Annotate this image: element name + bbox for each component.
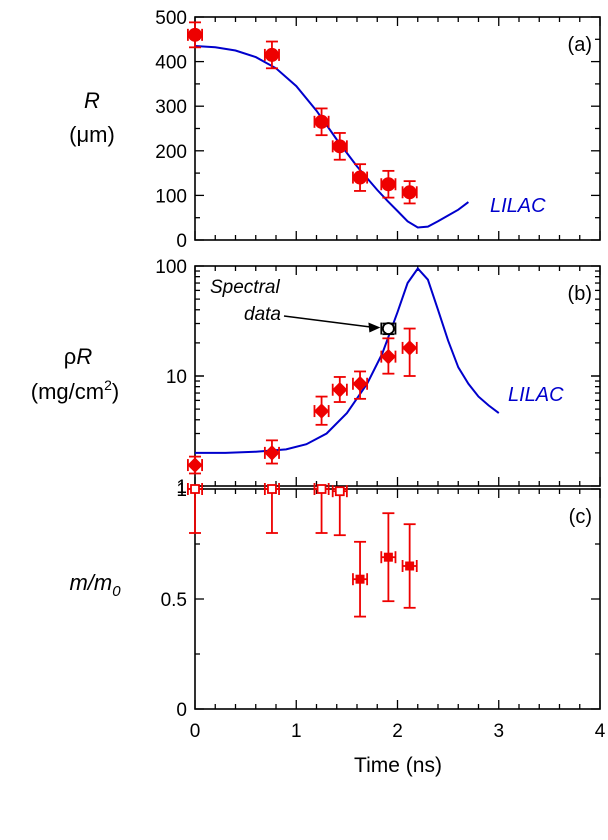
y-tick-label-a: 500 <box>155 8 187 29</box>
panel-b: 1 10 100 (b) LILAC ρR (mg/cm2) Spectral data <box>31 257 601 498</box>
panel-label-a: (a) <box>568 34 592 56</box>
data-point-open-square <box>267 484 277 494</box>
y-axis-label-c-sub: 0 <box>112 583 121 600</box>
y-tick-label-c: 1 <box>176 480 187 501</box>
x-tick-label: 1 <box>291 721 302 742</box>
y-axis-label-b-units-sup: 2 <box>104 377 112 393</box>
x-tick-label: 2 <box>392 721 403 742</box>
y-tick-label-b: 100 <box>155 257 187 278</box>
data-point-circle <box>402 185 417 200</box>
x-tick-label: 4 <box>595 721 606 742</box>
y-axis-label-a-units: (μm) <box>69 122 115 147</box>
series-line-lilac <box>194 45 470 229</box>
y-axis-label-a: R <box>84 88 100 113</box>
data-point-circle <box>314 114 329 129</box>
annotation-arrowhead <box>368 322 381 333</box>
x-tick-label: 0 <box>190 721 201 742</box>
data-point-circle <box>381 177 396 192</box>
series-label-lilac: LILAC <box>490 195 546 217</box>
x-axis-label: Time (ns) <box>354 754 442 777</box>
plot-frame-c <box>194 488 601 710</box>
y-tick-label-a: 400 <box>155 53 187 74</box>
data-point-open-square <box>190 484 200 494</box>
panel-a: 0 100 200 300 400 500 (a) LILAC R (μm) <box>69 8 601 252</box>
y-tick-label-c: 0 <box>176 700 187 721</box>
panel-label-c: (c) <box>569 506 592 528</box>
y-tick-label-b: 1 <box>176 477 187 498</box>
annotation-arrow <box>283 315 375 329</box>
data-point-filled-square <box>383 552 393 562</box>
data-point-diamond <box>352 376 368 392</box>
plot-frame-b <box>194 265 601 487</box>
annotation-spectral-line2: data <box>244 304 281 325</box>
series-line-lilac <box>195 266 500 454</box>
y-axis-label-b-units-text: (mg/cm <box>31 379 104 404</box>
y-axis-label-c-main: m/m <box>69 570 112 595</box>
data-point-circle <box>353 170 368 185</box>
y-axis-label-b-units: (mg/cm2) <box>31 377 119 404</box>
y-tick-label-a: 0 <box>176 231 187 252</box>
y-axis-label-b-r: R <box>76 344 92 369</box>
data-point-open-square <box>334 486 345 497</box>
data-point-diamond <box>313 403 330 419</box>
data-point-filled-square <box>405 561 415 571</box>
y-tick-label-c: 0.5 <box>161 590 187 611</box>
series-label-lilac: LILAC <box>508 384 564 406</box>
annotation-spectral-line1: Spectral <box>210 277 280 298</box>
data-point-circle <box>332 139 347 154</box>
y-axis-label-c: m/m0 <box>69 570 121 600</box>
y-axis-label-b-units-end: ) <box>112 379 119 404</box>
data-point-open-square <box>316 484 327 494</box>
data-point-circle <box>188 27 202 42</box>
data-point-diamond <box>401 340 418 356</box>
y-axis-label-b-rho: ρ <box>64 344 77 369</box>
y-tick-label-b: 10 <box>166 367 187 388</box>
x-tick-label: 3 <box>493 721 504 742</box>
y-tick-label-a: 300 <box>155 97 187 118</box>
data-point-diamond <box>332 382 348 398</box>
data-point-diamond <box>380 348 397 365</box>
data-point-open-circle <box>381 322 395 335</box>
data-point-filled-square <box>355 574 365 584</box>
data-point-diamond <box>187 457 203 473</box>
y-tick-label-a: 200 <box>155 142 187 163</box>
y-axis-label-b: ρR <box>64 344 93 369</box>
y-tick-label-a: 100 <box>155 186 187 207</box>
data-point-diamond <box>264 445 280 461</box>
data-point-circle <box>264 47 279 62</box>
panel-label-b: (b) <box>568 283 592 305</box>
